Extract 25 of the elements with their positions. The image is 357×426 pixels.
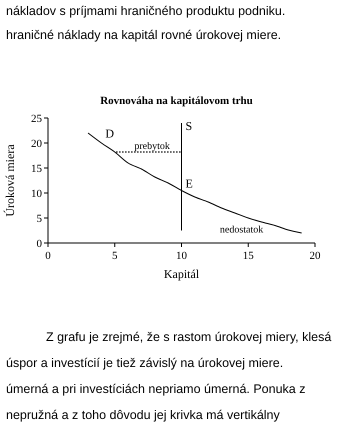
y-tick-label: 5 — [36, 212, 42, 225]
x-tick-label: 20 — [310, 250, 321, 262]
text: úspor a investícií je tiež závislý na úrokovej miere. — [6, 356, 284, 370]
x-tick-label: 15 — [242, 250, 254, 262]
x-axis-title: Kapitál — [164, 267, 200, 281]
text: úmerná a pri investíciách nepriamo úmerná. Ponuka z — [6, 382, 306, 396]
chart-title: Rovnováha na kapitálovom trhu — [100, 95, 253, 107]
x-tick-label: 10 — [176, 250, 188, 262]
x-tick-label: 5 — [112, 250, 118, 262]
y-tick-label: 25 — [31, 112, 42, 125]
y-tick-label: 15 — [31, 162, 42, 175]
x-tick-label: 0 — [45, 250, 52, 262]
annotation: D — [105, 126, 114, 140]
y-tick-label: 10 — [31, 188, 42, 200]
text: nepružná a z toho dôvodu jej krivka má vertikálny — [6, 408, 281, 422]
y-axis-title: Úroková miera — [3, 144, 17, 217]
text: Z grafu je zrejmé, že s rastom úrokovej miery, klesá — [45, 330, 332, 344]
annotation: S — [186, 119, 192, 133]
annotation: E — [186, 176, 193, 190]
text: nákladov s príjmami hraničného produktu podniku. — [6, 4, 286, 18]
y-tick-label: 0 — [36, 238, 42, 250]
text: hraničné náklady na kapitál rovné úrokovej miere. — [6, 28, 282, 42]
y-tick-label: 20 — [31, 138, 42, 150]
annotation: nedostatok — [220, 224, 264, 236]
annotation: prebytok — [134, 141, 170, 152]
